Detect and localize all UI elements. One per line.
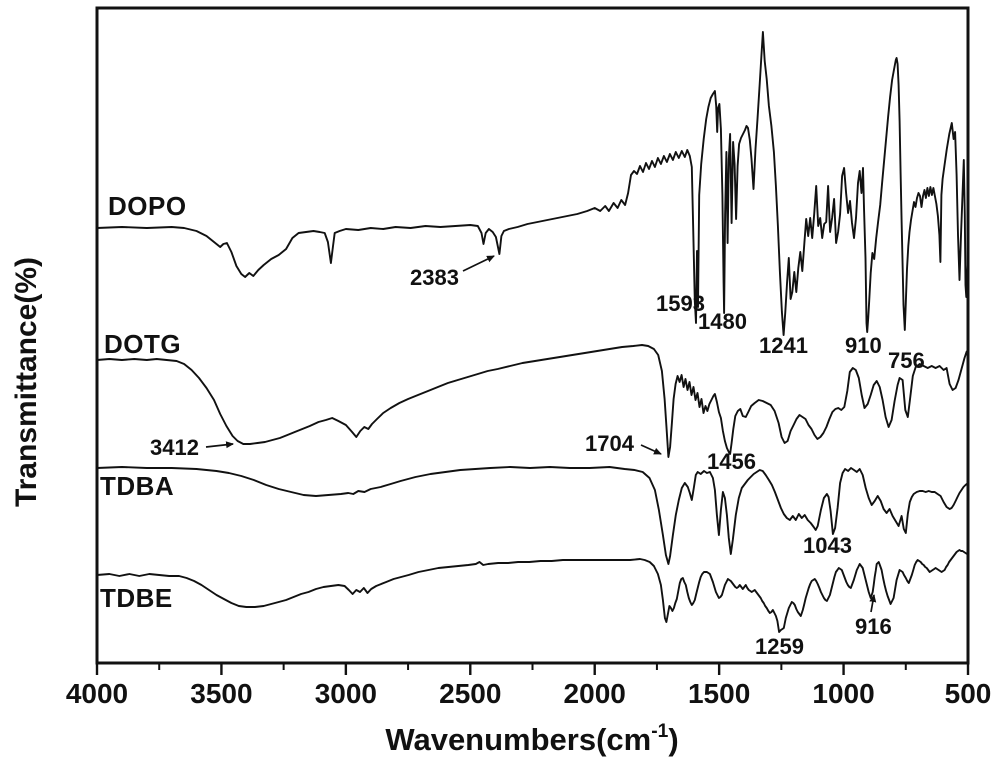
peak-annotation-3412: 3412 bbox=[150, 435, 199, 460]
peak-annotation-1043: 1043 bbox=[803, 533, 852, 558]
x-axis-title-text: Wavenumbers(cm bbox=[385, 722, 652, 757]
series-label-dotg: DOTG bbox=[104, 329, 182, 359]
peak-annotation-1259: 1259 bbox=[755, 634, 804, 659]
x-tick-label-3000: 3000 bbox=[314, 678, 377, 709]
peak-annotation-756: 756 bbox=[888, 348, 925, 373]
y-axis-title: Transmittance(%) bbox=[10, 256, 43, 508]
series-label-tdba: TDBA bbox=[100, 471, 175, 501]
spectrum-curve-dotg bbox=[96, 344, 969, 458]
x-tick-label-2000: 2000 bbox=[563, 678, 626, 709]
x-axis-title-close: ) bbox=[668, 722, 679, 757]
x-axis-title: Wavenumbers(cm-1) bbox=[385, 720, 679, 758]
x-tick-label-1500: 1500 bbox=[687, 678, 751, 709]
x-tick-label-3500: 3500 bbox=[190, 678, 253, 709]
x-tick-label-4000: 4000 bbox=[65, 678, 129, 709]
x-tick-label-2500: 2500 bbox=[439, 678, 502, 709]
peak-annotation-910: 910 bbox=[845, 333, 882, 358]
annotation-arrow-1704 bbox=[640, 444, 662, 455]
annotation-arrow-2383 bbox=[462, 255, 495, 272]
annotation-arrows bbox=[205, 255, 877, 613]
peak-annotation-1704: 1704 bbox=[585, 431, 634, 456]
plot-frame bbox=[95, 6, 970, 665]
x-axis-ticks bbox=[95, 663, 970, 675]
peak-annotation-1593: 1593 bbox=[656, 291, 705, 316]
annotation-arrow-916 bbox=[869, 594, 877, 613]
peak-annotation-1456: 1456 bbox=[707, 449, 756, 474]
spectrum-curve-dopo bbox=[96, 31, 969, 336]
spectrum-curve-tdba bbox=[96, 466, 969, 565]
series-label-tdbe: TDBE bbox=[100, 583, 173, 613]
spectra-curves bbox=[96, 31, 969, 633]
annotation-arrow-3412 bbox=[205, 441, 234, 449]
plot-frame-rect bbox=[95, 6, 970, 665]
x-tick-label-1000: 1000 bbox=[812, 678, 875, 709]
series-label-dopo: DOPO bbox=[108, 191, 187, 221]
x-tick-label-500: 500 bbox=[944, 678, 992, 709]
peak-annotation-916: 916 bbox=[855, 614, 892, 639]
peak-annotation-2383: 2383 bbox=[410, 265, 459, 290]
x-axis-title-superscript: -1 bbox=[651, 720, 669, 742]
peak-annotation-1241: 1241 bbox=[759, 333, 808, 358]
peak-annotation-1480: 1480 bbox=[698, 309, 747, 334]
spectrum-curve-tdbe bbox=[96, 549, 969, 633]
